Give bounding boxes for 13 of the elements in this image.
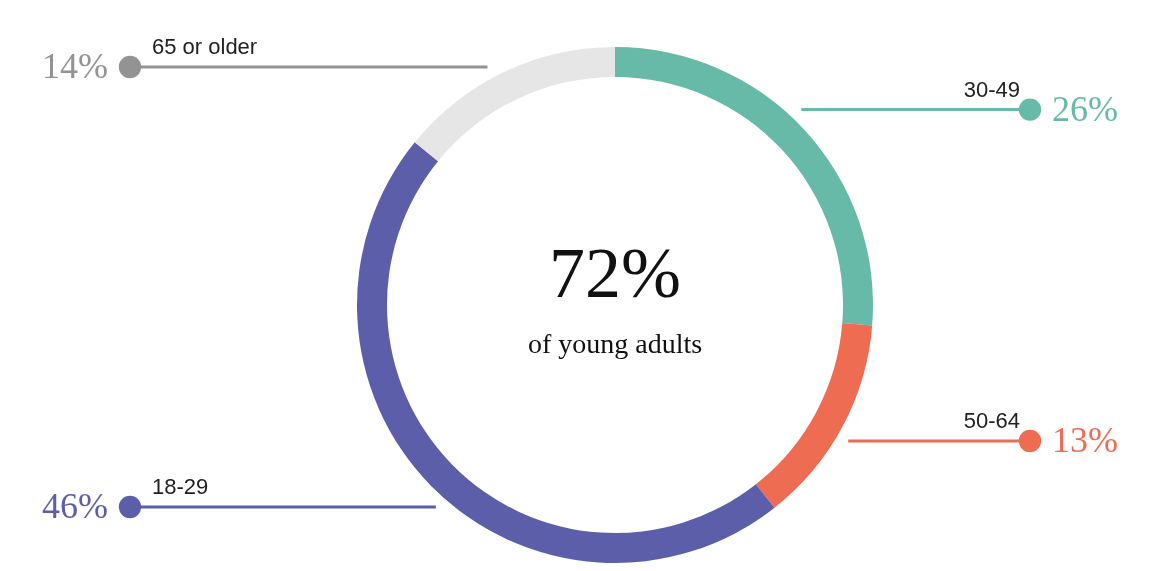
slice-label: 65 or older [152,34,258,59]
data-label: 13% [1052,420,1118,461]
text: 72% [549,233,681,313]
donut-slice [755,323,873,508]
slice-label: 50-64 [963,408,1020,434]
slice-label: 18-29 [152,474,209,500]
donut-slice [414,47,615,162]
data-label: 14% [42,46,108,86]
text: of young adults [527,328,703,359]
donut-slice [357,142,775,563]
data-label: 26% [1052,88,1118,129]
data-label: 46% [42,486,108,527]
slice-label: 30-49 [963,76,1020,102]
